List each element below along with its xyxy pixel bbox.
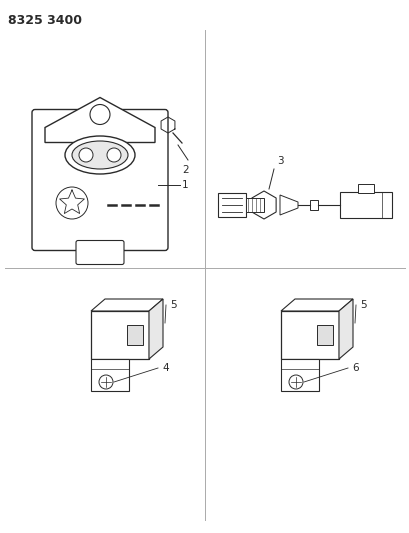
Circle shape	[99, 375, 113, 389]
Polygon shape	[45, 98, 155, 142]
Circle shape	[90, 104, 110, 125]
FancyBboxPatch shape	[280, 359, 318, 391]
FancyBboxPatch shape	[91, 359, 129, 391]
Text: 2: 2	[182, 165, 189, 175]
Polygon shape	[251, 191, 275, 219]
Circle shape	[288, 375, 302, 389]
Ellipse shape	[72, 141, 128, 169]
Text: 4: 4	[162, 363, 168, 373]
FancyBboxPatch shape	[91, 311, 148, 359]
FancyBboxPatch shape	[32, 109, 168, 251]
Text: 5: 5	[359, 300, 366, 310]
Circle shape	[56, 187, 88, 219]
Text: 6: 6	[351, 363, 358, 373]
FancyBboxPatch shape	[280, 311, 338, 359]
Bar	[316, 325, 332, 345]
Polygon shape	[280, 299, 352, 311]
Ellipse shape	[65, 136, 135, 174]
Text: 5: 5	[170, 300, 176, 310]
FancyBboxPatch shape	[76, 240, 124, 264]
Polygon shape	[279, 195, 297, 215]
Circle shape	[79, 148, 93, 162]
FancyBboxPatch shape	[339, 192, 391, 218]
Text: 3: 3	[276, 156, 283, 166]
Bar	[357, 184, 373, 193]
Text: 1: 1	[182, 180, 188, 190]
Polygon shape	[91, 299, 163, 311]
Polygon shape	[338, 299, 352, 359]
Bar	[218, 193, 245, 217]
Bar	[127, 325, 143, 345]
Bar	[309, 200, 317, 210]
Bar	[245, 198, 263, 212]
Circle shape	[107, 148, 121, 162]
Polygon shape	[148, 299, 163, 359]
Text: 8325 3400: 8325 3400	[8, 14, 82, 27]
